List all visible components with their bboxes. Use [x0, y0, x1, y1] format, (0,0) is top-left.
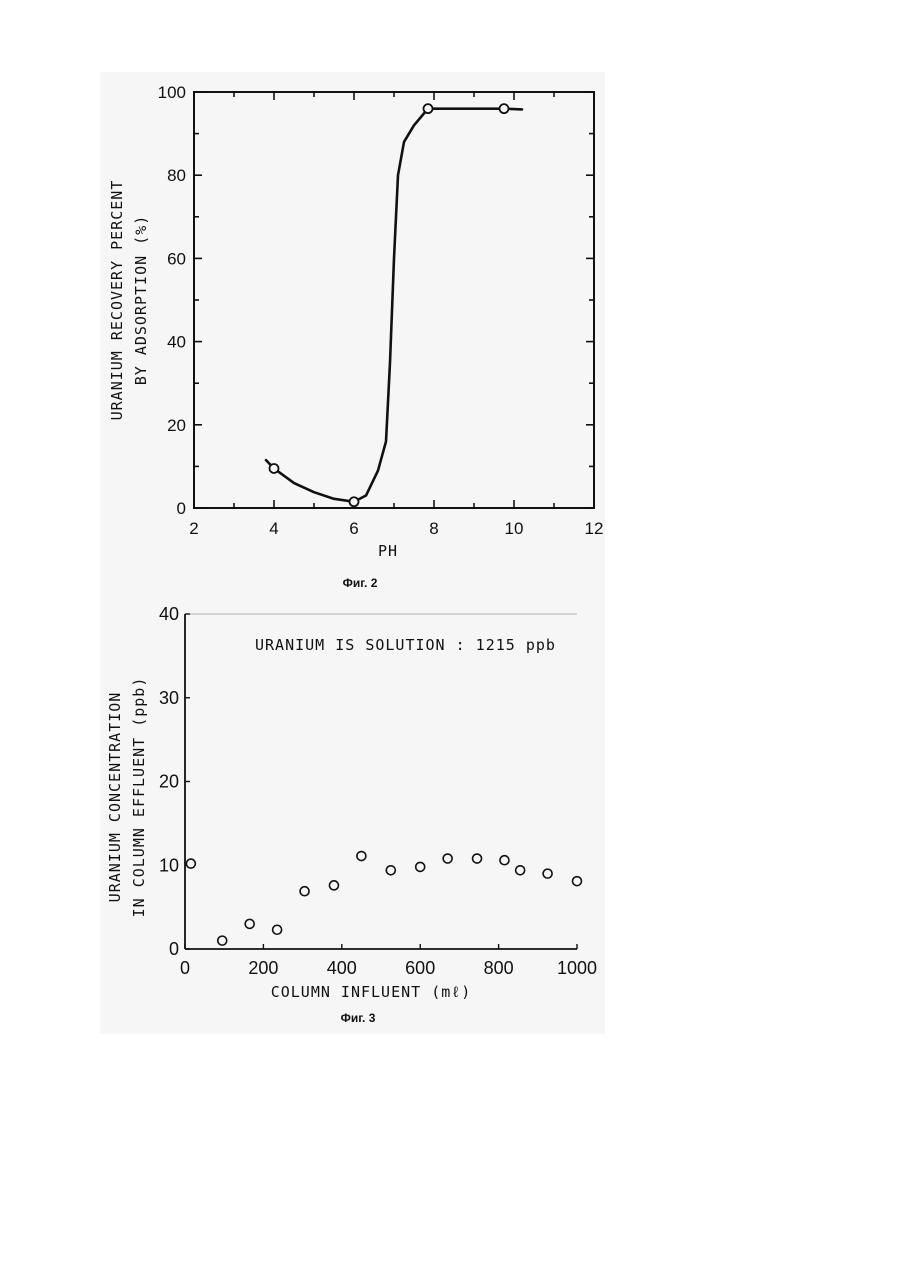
y-axis-title-line-2: IN COLUMN EFFLUENT (ppb): [130, 677, 148, 918]
data-point: [500, 856, 509, 865]
y-tick-label: 20: [167, 416, 186, 435]
y-tick-label: 40: [167, 333, 186, 352]
data-point: [543, 869, 552, 878]
data-point: [500, 104, 509, 113]
figure-caption: Фиг. 3: [341, 1011, 376, 1025]
solution-concentration-annotation: URANIUM IS SOLUTION : 1215 ppb: [255, 636, 556, 654]
x-tick-label: 8: [429, 519, 438, 538]
data-point: [516, 866, 525, 875]
data-point: [218, 936, 227, 945]
data-point: [245, 919, 254, 928]
x-tick-label: 0: [180, 958, 190, 978]
data-point: [270, 464, 279, 473]
data-point: [357, 852, 366, 861]
x-tick-label: 800: [484, 958, 514, 978]
figure-caption: Фиг. 2: [343, 576, 378, 590]
x-tick-label: 400: [327, 958, 357, 978]
data-point: [443, 854, 452, 863]
figure-3-panel: 0 200 400 600 800 1000 0 10 20 30 40 URANIUM IS SO…: [100, 597, 605, 1034]
x-tick-label: 6: [349, 519, 358, 538]
y-axis-title-line-1: URANIUM CONCENTRATION: [106, 692, 124, 903]
x-tick-label: 600: [405, 958, 435, 978]
plot-frame: [194, 92, 594, 508]
figure-2-panel: 2 4 6 8 10 12 0 20 40 60 80 100 PH URANIUM RECOVERY …: [100, 72, 605, 597]
x-axis-title: PH: [378, 542, 398, 560]
y-tick-label: 10: [159, 855, 179, 875]
ph-recovery-chart: 2 4 6 8 10 12 0 20 40 60 80 100 PH URANIUM RECOVERY …: [100, 72, 605, 597]
data-point: [473, 854, 482, 863]
data-point: [424, 104, 433, 113]
y-tick-label: 60: [167, 249, 186, 268]
recovery-curve: [266, 109, 522, 502]
y-tick-label: 0: [169, 939, 179, 959]
x-tick-label: 10: [505, 519, 524, 538]
y-axis-title-line-2: BY ADSORPTION (%): [132, 215, 150, 386]
y-axis-title-line-1: URANIUM RECOVERY PERCENT: [108, 180, 126, 421]
data-point: [416, 862, 425, 871]
x-tick-label: 200: [248, 958, 278, 978]
y-tick-label: 80: [167, 166, 186, 185]
data-point: [573, 877, 582, 886]
data-point: [186, 859, 195, 868]
x-tick-label: 4: [269, 519, 278, 538]
data-point: [350, 497, 359, 506]
data-point: [273, 925, 282, 934]
data-point: [300, 887, 309, 896]
x-axis-title: COLUMN INFLUENT (mℓ): [271, 983, 472, 1001]
x-tick-label: 2: [189, 519, 198, 538]
y-tick-label: 0: [177, 499, 186, 518]
effluent-concentration-chart: 0 200 400 600 800 1000 0 10 20 30 40 URANIUM IS SO…: [100, 597, 605, 1034]
data-point: [329, 881, 338, 890]
y-tick-label: 100: [158, 83, 186, 102]
data-point: [386, 866, 395, 875]
y-tick-label: 40: [159, 604, 179, 624]
y-tick-label: 20: [159, 772, 179, 792]
x-tick-label: 1000: [557, 958, 597, 978]
y-tick-label: 30: [159, 688, 179, 708]
x-tick-label: 12: [585, 519, 604, 538]
